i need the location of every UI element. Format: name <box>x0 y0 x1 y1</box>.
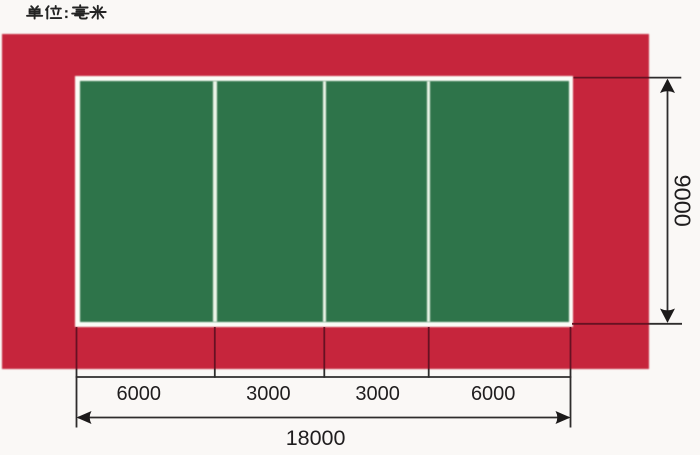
svg-text:3000: 3000 <box>246 383 291 405</box>
svg-text:6000: 6000 <box>117 383 162 405</box>
svg-text:3000: 3000 <box>355 383 400 405</box>
svg-text:9000: 9000 <box>670 175 696 227</box>
svg-text:6000: 6000 <box>471 383 516 405</box>
svg-text:18000: 18000 <box>286 426 346 450</box>
